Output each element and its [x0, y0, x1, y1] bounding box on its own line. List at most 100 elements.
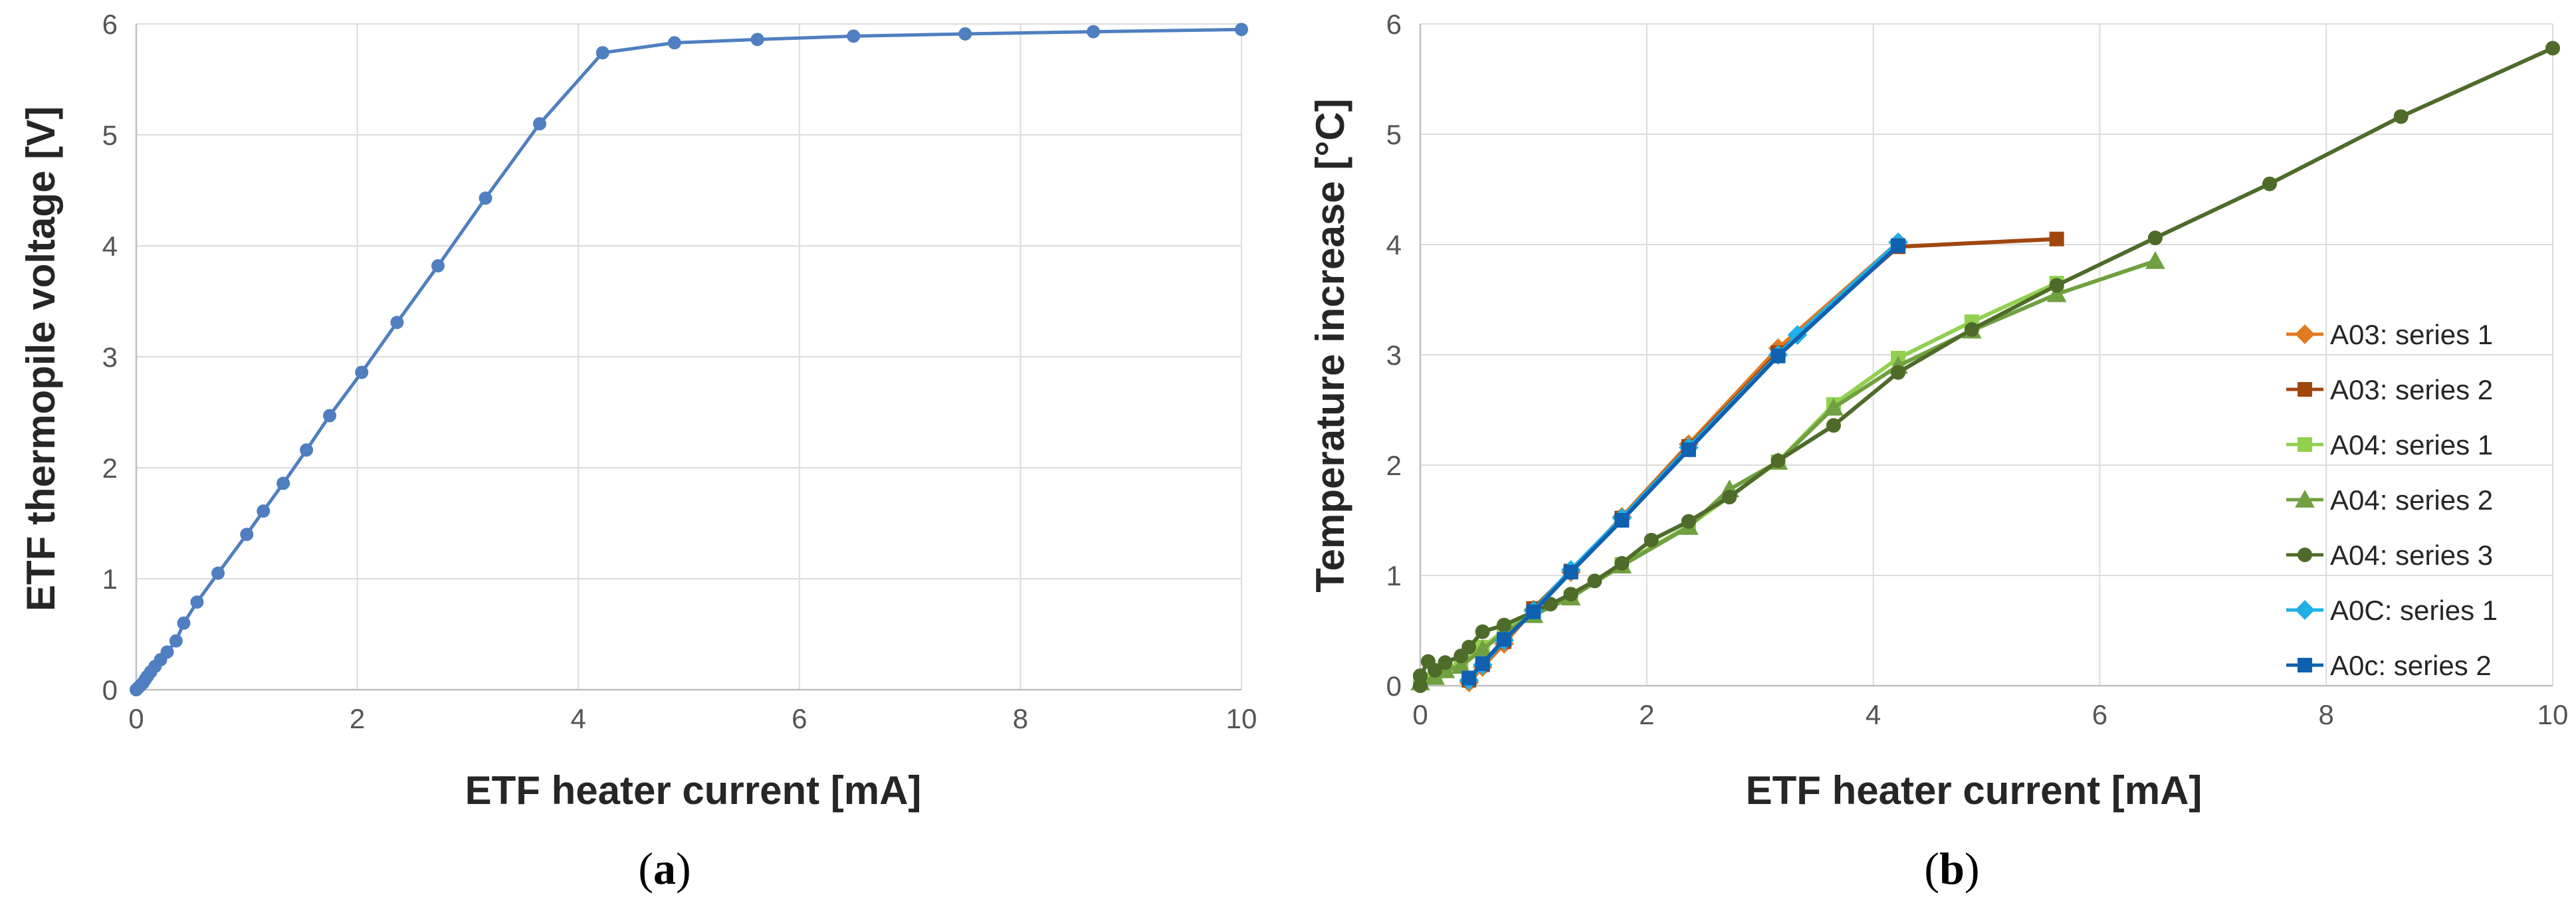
data-point-b-7: [1461, 670, 1477, 686]
data-point-b-4: [1824, 397, 1844, 416]
y-tick-label-a: 2: [102, 453, 118, 484]
panel-caption-b: (b): [1924, 843, 1979, 894]
x-tick-label-b: 4: [1866, 699, 1881, 730]
data-point-a-1: [300, 443, 314, 457]
x-tick-label-b: 2: [1639, 699, 1654, 730]
legend-swatch-marker: [2298, 382, 2312, 397]
x-tick-labels-a: 0 2 4 6 8 10: [128, 703, 1257, 734]
data-point-b-5: [1771, 453, 1786, 468]
y-tick-label-b: 5: [1386, 119, 1402, 150]
y-tick-label-b: 2: [1386, 450, 1402, 481]
data-point-b-5: [1644, 532, 1659, 548]
legend-item: A04: series 2: [2286, 484, 2493, 516]
data-point-b-5: [1475, 624, 1490, 639]
legend-label: A04: series 3: [2330, 540, 2493, 571]
data-point-a-1: [479, 191, 492, 205]
data-point-a-1: [390, 316, 404, 330]
x-tick-label-a: 4: [571, 703, 586, 734]
data-point-a-1: [323, 409, 337, 423]
x-tick-labels-b: 0 2 4 6 8 10: [1412, 699, 2568, 730]
legend-label: A0C: series 1: [2330, 595, 2498, 626]
y-tick-label-b: 6: [1386, 9, 1402, 40]
data-point-b-7: [1681, 442, 1696, 457]
data-point-b-5: [1964, 322, 1979, 337]
legend-label: A0c: series 2: [2330, 650, 2492, 681]
legend-item: A03: series 1: [2286, 319, 2493, 350]
legend-swatch-marker: [2295, 324, 2315, 344]
series-line-b-2: [1467, 237, 2057, 682]
data-point-a-1: [355, 365, 369, 379]
data-point-a-1: [847, 29, 861, 43]
plot-area-a: [130, 23, 1248, 696]
data-point-b-5: [1722, 490, 1737, 505]
data-point-a-1: [257, 504, 270, 518]
y-tick-labels-b: 0 1 2 3 4 5 6: [1386, 9, 1402, 702]
y-tick-label-a: 4: [102, 231, 118, 262]
panel-label-b: b: [1939, 843, 1965, 894]
x-tick-label-a: 10: [1226, 703, 1257, 734]
data-point-a-1: [750, 33, 764, 47]
y-tick-label-b: 3: [1386, 340, 1402, 371]
series-b-4: [1410, 251, 2165, 690]
x-axis-title-a: ETF heater current [mA]: [465, 768, 922, 813]
data-point-b-4: [1451, 656, 1471, 674]
legend-item: A04: series 3: [2286, 540, 2493, 571]
data-point-b-5: [1563, 587, 1578, 602]
y-axis-title-b: Temperature increase [°C]: [1308, 98, 1352, 592]
data-point-a-1: [240, 528, 254, 542]
x-tick-label-b: 10: [2537, 699, 2569, 730]
y-tick-label-a: 6: [102, 9, 118, 40]
data-point-a-1: [532, 117, 546, 131]
legend-swatch-marker: [2298, 658, 2312, 672]
y-tick-label-a: 3: [102, 342, 118, 373]
legend-label: A04: series 2: [2330, 484, 2493, 516]
data-point-b-5: [1826, 418, 1841, 433]
data-point-b-5: [1891, 365, 1906, 380]
legend-item: A04: series 1: [2286, 429, 2493, 460]
data-point-b-5: [2262, 176, 2277, 191]
legend-item: A03: series 2: [2286, 374, 2493, 405]
panel-label-a: a: [653, 843, 676, 894]
series-b-7: [1461, 238, 1906, 686]
x-tick-label-b: 8: [2319, 699, 2334, 730]
x-tick-label-a: 6: [792, 703, 807, 734]
data-point-b-6: [1787, 325, 1808, 345]
data-point-a-1: [1087, 25, 1101, 39]
y-tick-label-b: 1: [1386, 560, 1402, 591]
gridlines-a: [135, 23, 1242, 691]
x-tick-label-a: 2: [350, 703, 365, 734]
legend-label: A03: series 2: [2330, 374, 2493, 405]
data-point-b-5: [2147, 231, 2163, 246]
y-tick-label-a: 1: [102, 563, 118, 595]
data-point-a-1: [169, 634, 183, 648]
data-point-a-1: [431, 259, 445, 273]
legend-swatch-marker: [2298, 437, 2312, 452]
data-point-b-4: [2046, 284, 2067, 302]
y-tick-label-a: 0: [102, 674, 118, 706]
legend-swatch-marker: [2298, 548, 2312, 562]
data-point-b-5: [2049, 278, 2064, 293]
data-point-b-7: [1891, 238, 1906, 253]
data-point-b-7: [1614, 513, 1630, 528]
legend-swatch-marker: [2295, 600, 2315, 620]
data-point-b-7: [1563, 565, 1578, 580]
y-tick-label-b: 4: [1386, 229, 1402, 260]
data-point-b-5: [2393, 109, 2409, 124]
data-point-b-7: [1771, 348, 1786, 363]
legend-item: A0c: series 2: [2286, 650, 2492, 681]
data-point-b-5: [1681, 514, 1696, 529]
data-point-b-5: [1497, 617, 1512, 633]
data-point-a-1: [177, 616, 191, 630]
y-axis-title-a: ETF thermopile voltage [V]: [19, 106, 63, 611]
legend-b: A03: series 1 A03: series 2 A04: series 1 A…: [2286, 319, 2498, 681]
legend-label: A03: series 1: [2330, 319, 2493, 350]
x-axis-title-b: ETF heater current [mA]: [1746, 768, 2202, 813]
x-tick-label-b: 6: [2092, 699, 2107, 730]
x-tick-label-a: 8: [1013, 703, 1028, 734]
data-point-b-5: [1438, 655, 1453, 670]
data-point-b-2: [2049, 231, 2064, 247]
series-line-a-1: [135, 27, 1242, 691]
